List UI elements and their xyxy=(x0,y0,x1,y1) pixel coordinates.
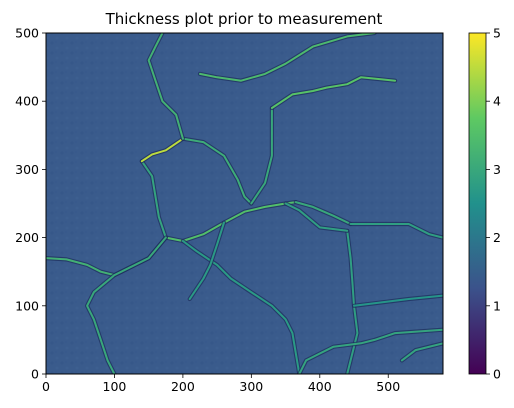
x-tick-label-100: 100 xyxy=(103,379,127,394)
y-tick-label-0: 0 xyxy=(31,367,39,382)
ridge-12 xyxy=(284,202,349,232)
ridge-2 xyxy=(294,201,352,225)
colorbar-gradient xyxy=(468,32,487,375)
x-axis: 0 100 200 300 400 500 xyxy=(42,374,400,394)
ridge-17 xyxy=(353,294,443,307)
x-tick-label-200: 200 xyxy=(171,379,195,394)
ridge-3 xyxy=(140,160,167,239)
plot-area xyxy=(46,33,443,374)
ridge-7 xyxy=(270,76,397,109)
colorbar-tick-label-0: 0 xyxy=(493,367,501,382)
y-tick-label-300: 300 xyxy=(15,162,39,177)
x-tick-label-300: 300 xyxy=(239,379,263,394)
ridge-15 xyxy=(400,342,443,362)
colorbar-tick-label-2: 2 xyxy=(493,230,501,245)
y-tick-label-200: 200 xyxy=(15,230,39,245)
colorbar-tick-label-5: 5 xyxy=(493,26,501,41)
y-axis: 0 100 200 300 400 500 xyxy=(15,26,46,382)
ridge-16 xyxy=(188,221,225,300)
x-tick-label-500: 500 xyxy=(376,379,400,394)
ridge-layer xyxy=(46,33,443,374)
y-tick-label-400: 400 xyxy=(15,94,39,109)
ridge-10 xyxy=(86,236,167,374)
colorbar-tick-label-1: 1 xyxy=(493,298,501,313)
ridge-5 xyxy=(181,137,253,205)
colorbar: 0 1 2 3 4 5 xyxy=(468,26,501,382)
ridge-13 xyxy=(181,240,301,374)
ridge-9 xyxy=(199,33,376,82)
ridge-14 xyxy=(298,328,443,374)
colorbar-tick-label-4: 4 xyxy=(493,94,501,109)
ridge-6 xyxy=(250,107,273,205)
ridge-1 xyxy=(164,201,297,242)
plot-frame xyxy=(45,32,444,375)
heatmap-field xyxy=(46,33,443,374)
ridge-18 xyxy=(349,223,443,239)
x-tick-label-0: 0 xyxy=(42,379,50,394)
ridge-4 xyxy=(140,137,184,163)
chart-title: Thickness plot prior to measurement xyxy=(105,10,383,28)
y-tick-label-100: 100 xyxy=(15,298,39,313)
colorbar-tick-label-3: 3 xyxy=(493,162,501,177)
colorbar-ticks: 0 1 2 3 4 5 xyxy=(486,26,501,382)
x-tick-label-400: 400 xyxy=(308,379,332,394)
ridge-8 xyxy=(147,33,184,140)
y-tick-label-500: 500 xyxy=(15,26,39,41)
